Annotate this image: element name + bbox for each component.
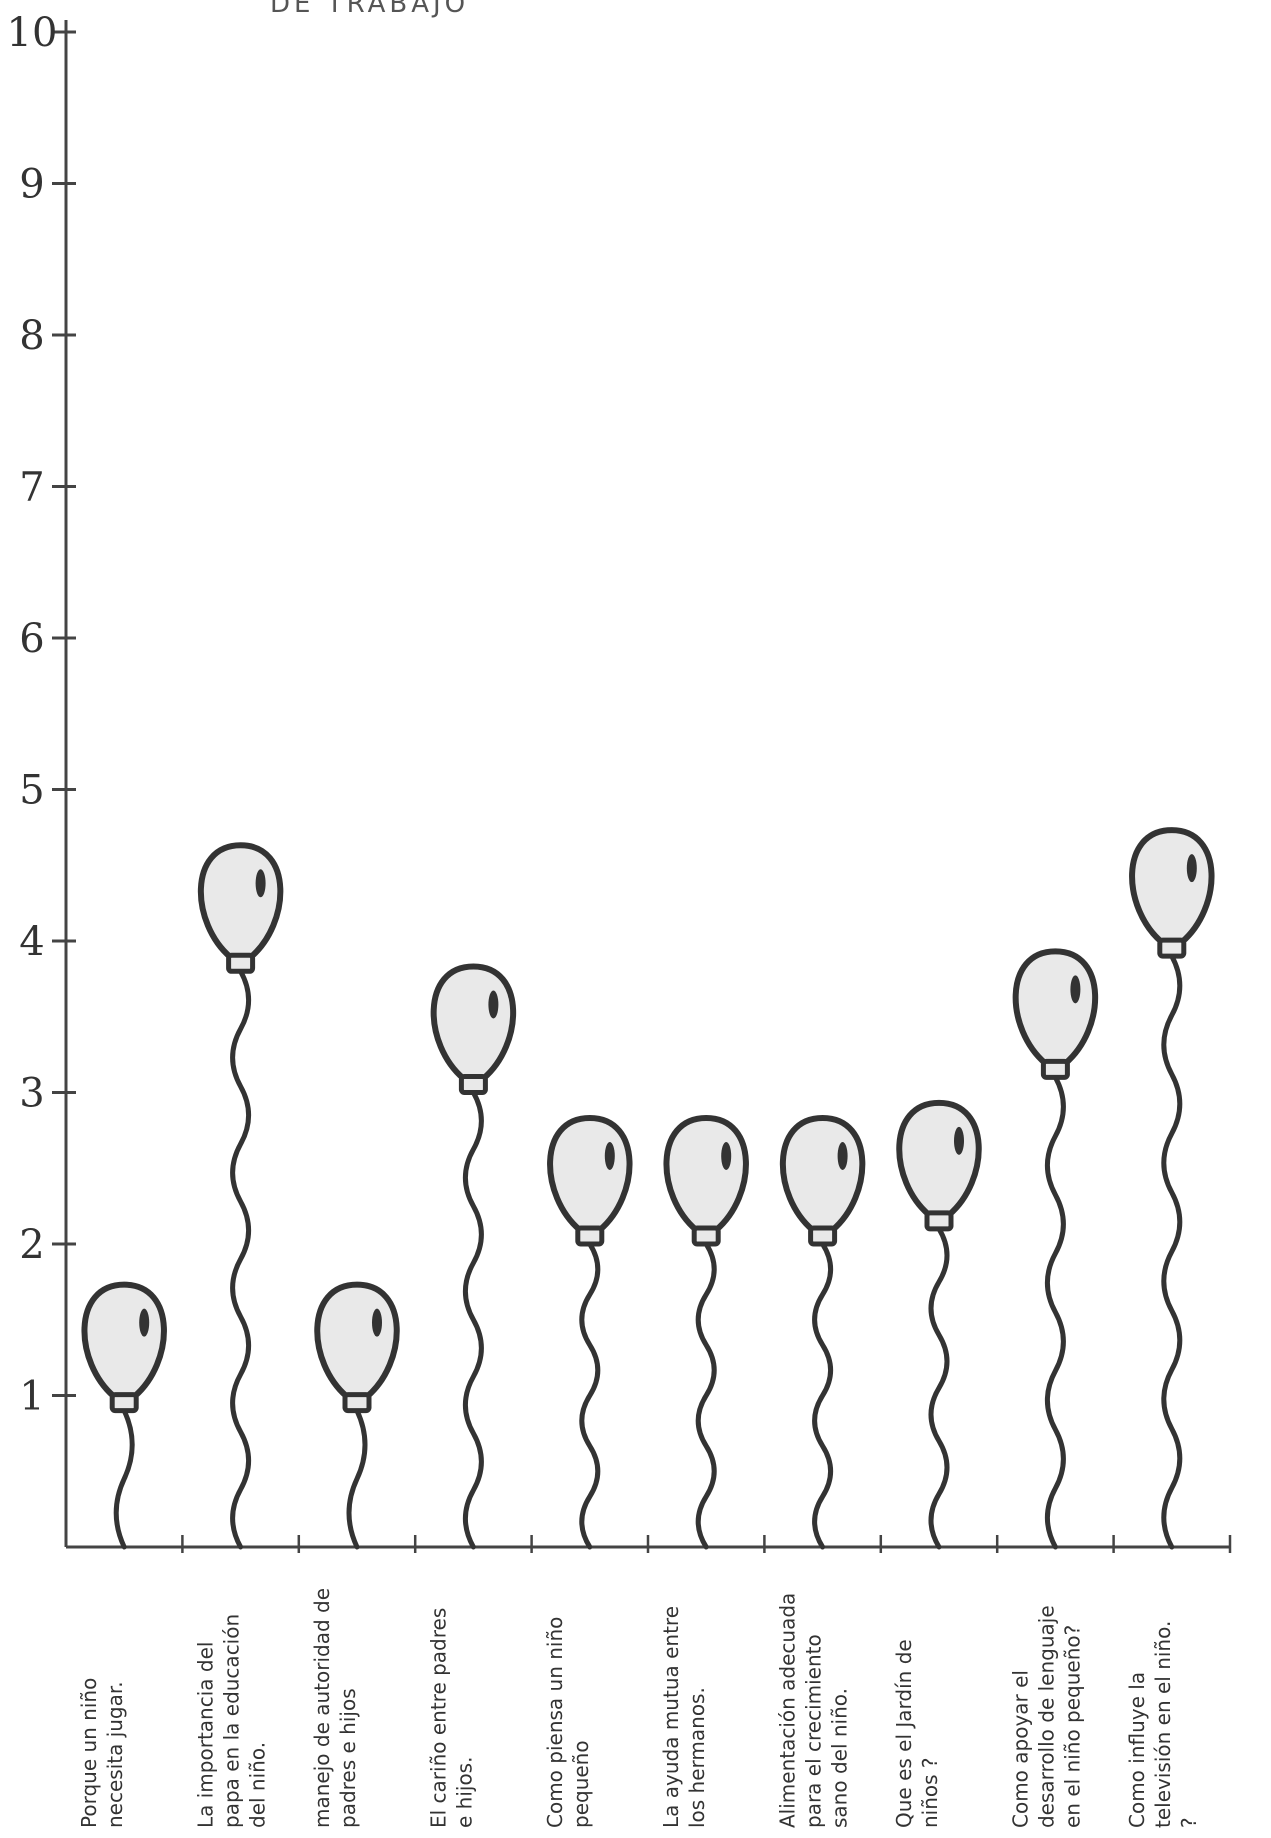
- balloon-string: [579, 1241, 601, 1550]
- balloon-highlight: [721, 1142, 732, 1170]
- y-tick-label: 7: [19, 465, 44, 511]
- balloon-body: [1129, 827, 1215, 946]
- category-label: La ayuda mutua entre: [659, 1606, 683, 1828]
- balloon-knot: [1157, 937, 1187, 959]
- balloon-knot: [458, 1074, 488, 1095]
- balloon-string: [695, 1241, 717, 1550]
- balloon-body: [663, 1115, 749, 1233]
- balloon-string: [1161, 953, 1183, 1550]
- balloon-knot: [575, 1225, 605, 1247]
- balloon-string: [812, 1241, 834, 1550]
- category-label: Como apoyar el: [1008, 1670, 1032, 1828]
- balloon-string: [230, 968, 252, 1550]
- balloon-knot: [691, 1225, 721, 1247]
- balloon-mark: [314, 1281, 400, 1550]
- balloon-knot: [109, 1392, 139, 1414]
- category-label: ?: [1177, 1817, 1201, 1828]
- y-tick-label: 6: [19, 616, 44, 662]
- balloon-mark: [663, 1115, 749, 1550]
- balloon-highlight: [488, 990, 499, 1019]
- category-label: manejo de autoridad de: [310, 1588, 334, 1828]
- chart-title: DE TRABAJO: [270, 0, 469, 19]
- category-label: Porque un niño: [77, 1678, 101, 1828]
- category-label: del niño.: [246, 1742, 270, 1828]
- balloon-string: [462, 1090, 484, 1550]
- balloon-body: [779, 1115, 866, 1233]
- balloon-highlight: [1070, 975, 1081, 1004]
- balloon-mark: [430, 963, 517, 1550]
- category-label: necesita jugar.: [103, 1681, 127, 1828]
- balloon-highlight: [604, 1142, 615, 1170]
- balloon-mark: [197, 842, 284, 1550]
- category-label: El cariño entre padres: [426, 1608, 450, 1828]
- category-label: Como piensa un niño: [543, 1617, 567, 1828]
- balloon-string: [113, 1408, 135, 1550]
- balloon-knot: [808, 1225, 838, 1247]
- balloon-body: [547, 1115, 633, 1233]
- y-tick-label: 1: [19, 1374, 44, 1420]
- balloon-body: [81, 1281, 167, 1400]
- balloon-body: [1012, 948, 1099, 1067]
- balloon-mark: [896, 1099, 982, 1550]
- y-tick-label: 4: [19, 919, 44, 965]
- y-tick-label: 3: [19, 1071, 44, 1117]
- balloon-highlight: [372, 1308, 382, 1337]
- category-label: Como influye la: [1125, 1672, 1149, 1828]
- y-ticks: 10 9 8 7 6 5 4 3 2 1: [7, 10, 1232, 1553]
- balloon-highlight: [1186, 854, 1197, 883]
- category-label: La importancia del: [194, 1642, 218, 1828]
- balloon-body: [314, 1281, 400, 1400]
- y-tick-label: 2: [19, 1222, 44, 1268]
- category-label: televisión en el niño.: [1151, 1621, 1175, 1828]
- category-label: e hijos.: [452, 1757, 476, 1828]
- y-tick-label: 8: [19, 313, 44, 359]
- balloon-highlight: [139, 1308, 150, 1337]
- balloon-knot: [924, 1210, 954, 1232]
- y-tick-label: 9: [19, 162, 44, 208]
- balloon-string: [1044, 1074, 1066, 1550]
- category-label: en el niño pequeño?: [1060, 1625, 1084, 1828]
- category-label: padres e hijos: [336, 1688, 360, 1828]
- balloon-body: [197, 842, 284, 961]
- balloon-highlight: [954, 1126, 964, 1155]
- balloon-string: [928, 1226, 950, 1550]
- balloon-mark: [1012, 948, 1099, 1550]
- balloon-body: [896, 1099, 982, 1218]
- category-label: los hermanos.: [685, 1687, 709, 1828]
- balloon-string: [346, 1408, 368, 1550]
- category-label: sano del niño.: [828, 1688, 852, 1828]
- balloons: [81, 827, 1215, 1550]
- balloon-highlight: [255, 869, 266, 898]
- balloon-highlight: [837, 1142, 848, 1170]
- y-tick-label: 5: [19, 768, 44, 814]
- category-label: Que es el Jardín de: [892, 1639, 916, 1828]
- category-label: desarrollo de lenguaje: [1034, 1605, 1058, 1828]
- category-label: para el crecimiento: [802, 1634, 826, 1828]
- balloon-body: [430, 963, 517, 1082]
- balloon-mark: [547, 1115, 633, 1550]
- category-label: niños ?: [918, 1757, 942, 1828]
- balloon-mark: [779, 1115, 866, 1550]
- balloon-mark: [1129, 827, 1215, 1550]
- balloon-knot: [1040, 1058, 1070, 1080]
- category-label: papa en la educación: [220, 1614, 244, 1828]
- balloon-mark: [81, 1281, 167, 1550]
- balloon-knot: [226, 952, 256, 974]
- balloon-knot: [342, 1392, 372, 1414]
- category-label: Alimentación adecuada: [776, 1593, 800, 1828]
- category-labels: Porque un niño necesita jugar. La importan…: [77, 1588, 1201, 1828]
- y-tick-label: 10: [7, 10, 58, 56]
- category-label: pequeño: [569, 1740, 593, 1828]
